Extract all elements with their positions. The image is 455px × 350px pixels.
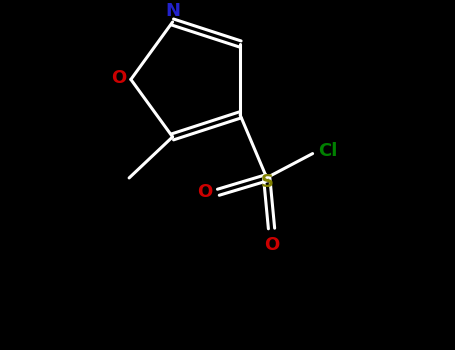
Text: N: N <box>165 2 180 20</box>
Text: O: O <box>111 69 126 88</box>
Text: Cl: Cl <box>318 142 338 160</box>
Text: O: O <box>197 183 212 201</box>
Text: S: S <box>261 173 274 191</box>
Text: O: O <box>264 236 279 254</box>
